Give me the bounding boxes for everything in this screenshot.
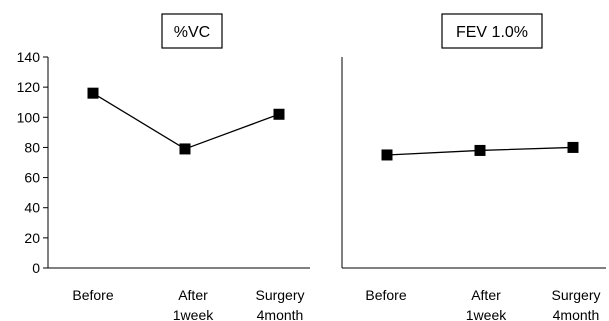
category-label: 1week bbox=[466, 307, 507, 321]
fev-title-box bbox=[441, 13, 543, 49]
vc-title-box bbox=[161, 13, 223, 49]
series-line bbox=[92, 92, 280, 150]
y-tick-label: 40 bbox=[24, 200, 40, 216]
category-label: 4month bbox=[257, 307, 304, 321]
data-point-marker bbox=[273, 108, 285, 120]
data-point-marker bbox=[474, 144, 486, 156]
data-point-marker bbox=[87, 87, 99, 99]
data-point-marker bbox=[567, 141, 579, 153]
y-tick-label: 20 bbox=[24, 230, 40, 246]
y-tick-label: 80 bbox=[24, 139, 40, 155]
fev-title: FEV 1.0% bbox=[441, 13, 543, 49]
fev-panel: FEV 1.0% Before After 1week Surgery 4month bbox=[341, 13, 606, 321]
vc-panel: %VC 0 20 40 60 80 100 120 140 Before After 1week S… bbox=[17, 13, 310, 321]
vc-title-text: %VC bbox=[174, 24, 210, 41]
category-label: After bbox=[178, 287, 208, 303]
y-tick-label: 100 bbox=[17, 109, 41, 125]
fev-series bbox=[381, 141, 579, 161]
y-tick-label: 140 bbox=[17, 49, 41, 65]
category-label: After bbox=[471, 287, 501, 303]
category-label: 1week bbox=[173, 307, 214, 321]
data-point-marker bbox=[179, 143, 191, 155]
vc-category-labels: Before After 1week Surgery 4month bbox=[72, 287, 304, 321]
y-tick-label: 120 bbox=[17, 79, 41, 95]
vc-y-ticks: 0 20 40 60 80 100 120 140 bbox=[17, 49, 48, 276]
category-label: Surgery bbox=[255, 287, 304, 303]
fev-title-text: FEV 1.0% bbox=[456, 24, 528, 41]
vc-title: %VC bbox=[161, 13, 223, 49]
y-tick-label: 60 bbox=[24, 170, 40, 186]
data-point-marker bbox=[381, 149, 393, 161]
category-label: 4month bbox=[553, 307, 600, 321]
category-label: Surgery bbox=[551, 287, 600, 303]
category-label: Before bbox=[72, 287, 113, 303]
vc-series bbox=[87, 87, 285, 155]
y-tick-label: 0 bbox=[32, 260, 40, 276]
fev-category-labels: Before After 1week Surgery 4month bbox=[365, 287, 600, 321]
category-label: Before bbox=[365, 287, 406, 303]
